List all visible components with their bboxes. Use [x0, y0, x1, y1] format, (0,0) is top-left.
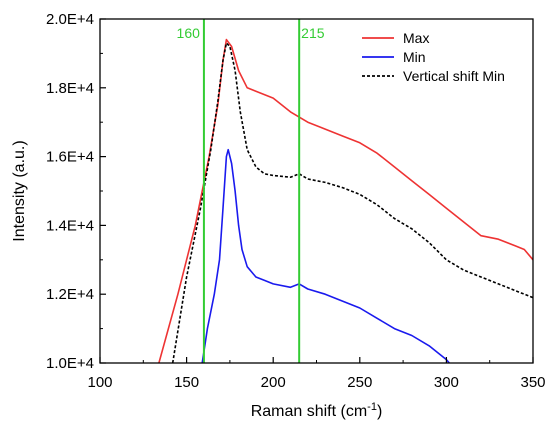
x-axis-title: Raman shift (cm-1)	[251, 401, 383, 420]
legend-label-max: Max	[403, 30, 429, 46]
series-layer	[159, 40, 533, 370]
y-tick-label: 2.0E+4	[46, 11, 94, 28]
y-tick-label: 1.4E+4	[46, 217, 94, 234]
x-tick-label: 250	[347, 374, 372, 391]
x-tick-label: 150	[174, 374, 199, 391]
y-tick-label: 1.6E+4	[46, 149, 94, 166]
reference-lines: 160 215	[177, 19, 325, 363]
legend-label-min: Min	[403, 49, 426, 65]
y-tick-label: 1.8E+4	[46, 80, 94, 97]
legend: Max Min Vertical shift Min	[362, 30, 505, 84]
y-axis-title: Intensity (a.u.)	[11, 140, 28, 241]
x-axis-title-superscript: -1	[367, 401, 377, 413]
x-tick-label: 100	[87, 374, 112, 391]
reference-line-label-215: 215	[301, 25, 325, 41]
x-axis-title-end: )	[377, 403, 382, 420]
y-tick-label: 1.2E+4	[46, 286, 94, 303]
x-tick-label: 350	[520, 374, 545, 391]
x-axis-title-main: Raman shift (cm	[251, 403, 367, 420]
series-line-max	[159, 40, 533, 363]
reference-line-label-160: 160	[177, 25, 201, 41]
x-tick-label: 200	[261, 374, 286, 391]
y-tick-label: 1.0E+4	[46, 355, 94, 372]
x-tick-label: 300	[434, 374, 459, 391]
legend-label-vertical-shift-min: Vertical shift Min	[403, 68, 505, 84]
series-line-vertical-shift-min	[173, 43, 533, 363]
